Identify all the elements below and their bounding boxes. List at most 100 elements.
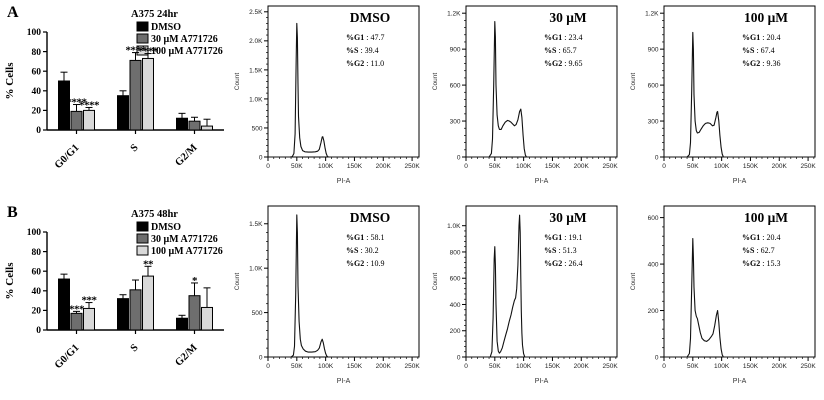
y-tick-label: 0 — [36, 126, 41, 136]
stat-line: %G2 : 10.9 — [346, 259, 384, 268]
histogram-curve — [268, 22, 418, 158]
y-tick-label: 0 — [457, 354, 461, 361]
y-tick-label: 600 — [450, 276, 461, 283]
legend-label: 30 μM A771726 — [151, 34, 218, 45]
y-tick-label: 900 — [450, 47, 461, 54]
x-tick-label: 50K — [489, 363, 501, 370]
y-tick-label: 100 — [27, 228, 42, 238]
y-tick-label: 40 — [32, 87, 42, 97]
stat-line: %G1 : 20.4 — [742, 33, 780, 42]
significance-stars: ** — [143, 258, 154, 270]
legend-swatch — [136, 21, 149, 32]
y-tick-label: 1.2K — [645, 11, 659, 18]
y-axis-title: Count — [630, 273, 637, 291]
chart-title: A375 48hr — [131, 209, 178, 220]
legend-swatch — [136, 245, 149, 256]
x-axis-title: PI-A — [733, 178, 747, 185]
y-tick-label: 2.0K — [249, 38, 263, 45]
y-tick-label: 400 — [450, 302, 461, 309]
x-tick-label: 100K — [714, 363, 730, 370]
y-tick-label: 2.5K — [249, 9, 263, 16]
panel-b-row: B 0 20 40 60 80 100% Cells A375 48hr DMSO 30 μM … — [0, 200, 824, 400]
significance-stars: **** — [138, 46, 159, 58]
y-tick-label: 1.2K — [447, 11, 461, 18]
legend-label: DMSO — [151, 222, 181, 233]
plot-border — [663, 5, 816, 158]
x-axis-title: PI-A — [733, 378, 747, 385]
x-tick-label: 50K — [489, 163, 501, 170]
bar-chart-a375-48hr: 0 20 40 60 80 100 % Cells A375 48hr DMSO 30 μM A7… — [0, 200, 230, 400]
x-axis-title: PI-A — [535, 178, 549, 185]
x-tick-label: 50K — [687, 363, 699, 370]
y-tick-label: 900 — [648, 47, 659, 54]
bar — [70, 110, 83, 131]
x-tick-label: 200K — [772, 163, 788, 170]
panel-a-bar-cell: A 0 20 40 60 80 100 % Cells A375 24hr DMSO 30 μM … — [0, 0, 230, 200]
y-tick-label: 800 — [450, 249, 461, 256]
stat-line: %S : 67.4 — [742, 46, 775, 55]
x-tick-label: 100K — [516, 163, 532, 170]
histogram-svg: 0 200 400 600 800 1.0K 0 50K 100K 150K 200K 250K Cou… — [432, 205, 618, 385]
legend-label: 30 μM A771726 — [151, 234, 218, 245]
x-tick-label: 150K — [545, 163, 561, 170]
histogram-title: 30 μM — [549, 210, 587, 225]
x-tick-label: 50K — [687, 163, 699, 170]
flow-histogram-a-100um: 0 300 600 900 1.2K 0 50K 100K 150K 200K 250K Count P… — [626, 0, 824, 200]
y-axis-title: % Cells — [4, 262, 16, 300]
x-tick-label: 150K — [743, 163, 759, 170]
stat-line: %S : 51.3 — [544, 246, 577, 255]
x-tick-label: 250K — [404, 163, 420, 170]
flow-histogram-b-dmso: 0 500 1.0K 1.5K 0 50K 100K 150K 200K 250K Count PI-… — [230, 200, 428, 400]
category-label: G2/M — [173, 342, 199, 368]
panel-b-bar-cell: B 0 20 40 60 80 100 % Cells A375 48hr DMSO 30 μM … — [0, 200, 230, 400]
chart-title: A375 24hr — [131, 9, 178, 20]
bar — [142, 57, 154, 131]
stat-line: %G1 : 47.7 — [346, 33, 384, 42]
x-tick-label: 50K — [291, 163, 303, 170]
panel-b-histogram-30um: 0 200 400 600 800 1.0K 0 50K 100K 150K 200K 250K Cou… — [428, 200, 626, 400]
stat-line: %G2 : 11.0 — [346, 59, 384, 68]
x-tick-label: 200K — [376, 363, 392, 370]
bar-chart-a375-24hr: 0 20 40 60 80 100 % Cells A375 24hr DMSO 30 μM A7… — [0, 0, 230, 200]
x-tick-label: 200K — [772, 363, 788, 370]
x-tick-label: 250K — [404, 363, 420, 370]
histogram-svg: 0 300 600 900 1.2K 0 50K 100K 150K 200K 250K Count P… — [630, 5, 816, 185]
y-tick-label: 200 — [648, 308, 659, 315]
stat-line: %S : 39.4 — [346, 46, 379, 55]
y-tick-label: 1.0K — [249, 266, 263, 273]
y-axis-title: Count — [630, 73, 637, 91]
x-axis-title: PI-A — [337, 378, 351, 385]
bar — [201, 125, 213, 131]
y-axis-title: Count — [234, 273, 241, 291]
legend-label: 100 μM A771726 — [151, 246, 223, 257]
y-axis-title: Count — [432, 73, 439, 91]
x-tick-label: 100K — [516, 363, 532, 370]
histogram-svg: 0 500 1.0K 1.5K 2.0K 2.5K 0 50K 100K 150K 200K 250K… — [234, 5, 420, 185]
flow-histogram-a-dmso: 0 500 1.0K 1.5K 2.0K 2.5K 0 50K 100K 150K 200K 250K… — [230, 0, 428, 200]
histogram-title: 100 μM — [744, 10, 788, 25]
bar — [70, 312, 83, 331]
y-tick-label: 300 — [450, 118, 461, 125]
x-tick-label: 250K — [800, 163, 816, 170]
x-tick-label: 100K — [318, 363, 334, 370]
y-axis-title: % Cells — [4, 62, 16, 100]
histogram-title: DMSO — [350, 210, 391, 225]
x-tick-label: 100K — [714, 163, 730, 170]
x-tick-label: 0 — [464, 363, 468, 370]
category-label: G0/G1 — [53, 342, 82, 371]
y-tick-label: 200 — [450, 328, 461, 335]
bar — [117, 298, 129, 331]
bar — [129, 289, 142, 331]
category-label: S — [129, 342, 141, 354]
significance-stars: **** — [67, 97, 88, 109]
x-tick-label: 0 — [662, 363, 666, 370]
y-tick-label: 80 — [32, 248, 42, 258]
stat-line: %G2 : 26.4 — [544, 259, 582, 268]
y-tick-label: 20 — [32, 307, 42, 317]
y-tick-label: 80 — [32, 48, 42, 58]
x-tick-label: 200K — [376, 163, 392, 170]
y-tick-label: 600 — [450, 82, 461, 89]
